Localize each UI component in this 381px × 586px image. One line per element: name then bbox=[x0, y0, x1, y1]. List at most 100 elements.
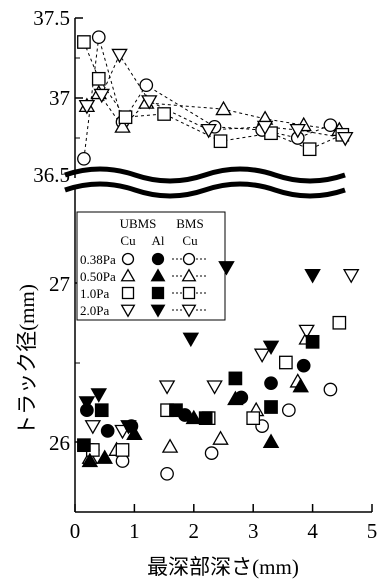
point-bms-cu-0-50pa-2 bbox=[114, 118, 131, 133]
point-ubms-al-2-0pa-0 bbox=[78, 396, 96, 411]
point-ubms-cu-0-50pa-2 bbox=[161, 438, 179, 453]
legend-marker-ubms-al-1 bbox=[150, 268, 166, 282]
legend-marker-ubms-al-0 bbox=[151, 252, 165, 266]
x-axis-title: 最深部深さ(mm) bbox=[147, 555, 299, 579]
legend-markers bbox=[120, 252, 206, 318]
point-bms-cu-2-0pa-7 bbox=[337, 132, 354, 147]
legend-row-label-3: 1.0Pa bbox=[80, 286, 109, 301]
point-ubms-al-0-38pa-1 bbox=[100, 424, 115, 438]
point-ubms-cu-2-0pa-2 bbox=[158, 380, 176, 395]
point-ubms-cu-0-38pa-3 bbox=[204, 446, 219, 460]
y-tick-label-37-5: 37.5 bbox=[33, 6, 70, 30]
x-ticks: 0 1 2 3 4 5 bbox=[70, 504, 378, 543]
point-ubms-al-1-0pa-2 bbox=[169, 403, 183, 418]
point-bms-cu-0-38pa-0 bbox=[77, 151, 91, 166]
point-bms-cu-0-50pa-4 bbox=[215, 100, 232, 116]
legend-marker-ubms-al-2 bbox=[151, 286, 165, 300]
point-ubms-al-1-0pa-4 bbox=[228, 371, 243, 386]
axis-break-wave-2 bbox=[64, 181, 346, 199]
x-tick-label-1: 1 bbox=[129, 519, 140, 543]
legend-marker-ubms-al-3 bbox=[150, 304, 166, 318]
point-ubms-cu-1-0pa-4 bbox=[246, 411, 261, 426]
point-ubms-al-2-0pa-3 bbox=[182, 332, 200, 348]
point-ubms-cu-0-38pa-2 bbox=[160, 466, 174, 481]
point-bms-cu-2-0pa-1 bbox=[93, 88, 110, 104]
point-bms-cu-2-0pa-5 bbox=[256, 120, 274, 136]
series-line-bms-cu-1-0pa bbox=[83, 41, 343, 150]
point-bms-cu-1-0pa-2 bbox=[118, 110, 133, 125]
y-tick-label-36-5: 36.5 bbox=[33, 163, 70, 187]
legend-marker-bms-cu-2 bbox=[182, 286, 196, 300]
point-bms-cu-0-38pa-1 bbox=[91, 30, 106, 45]
point-ubms-al-2-0pa-5 bbox=[262, 340, 280, 356]
point-bms-cu-1-0pa-4 bbox=[213, 134, 228, 149]
y-tick-label-37: 37 bbox=[49, 86, 70, 110]
legend-marker-bms-cu-1 bbox=[181, 268, 197, 282]
legend-marker-bms-cu-0 bbox=[182, 252, 196, 266]
point-ubms-al-0-38pa-5 bbox=[264, 376, 278, 391]
legend-marker-bms-cu-3 bbox=[181, 304, 197, 318]
point-ubms-al-0-50pa-2 bbox=[126, 425, 143, 441]
point-bms-cu-1-0pa-1 bbox=[91, 71, 106, 86]
point-ubms-al-1-0pa-6 bbox=[305, 334, 320, 349]
point-ubms-cu-2-0pa-0 bbox=[84, 420, 102, 435]
point-ubms-cu-2-0pa-3 bbox=[206, 380, 223, 395]
point-ubms-al-0-50pa-4 bbox=[227, 390, 244, 406]
legend-header-ubms: UBMS bbox=[120, 216, 157, 231]
point-ubms-cu-1-0pa-1 bbox=[115, 443, 130, 457]
x-tick-label-3: 3 bbox=[248, 519, 259, 543]
upper-y-ticks: 37.5 37 36.5 bbox=[33, 6, 83, 187]
point-ubms-cu-1-0pa-5 bbox=[279, 355, 293, 370]
point-ubms-al-0-50pa-5 bbox=[262, 433, 280, 448]
legend-row-label-1: 0.38Pa bbox=[80, 252, 116, 267]
y-tick-label-27: 27 bbox=[49, 272, 70, 296]
x-tick-label-5: 5 bbox=[367, 519, 378, 543]
point-ubms-al-0-50pa-3 bbox=[185, 409, 203, 425]
point-ubms-al-0-50pa-6 bbox=[292, 377, 309, 393]
point-bms-cu-0-38pa-7 bbox=[323, 118, 338, 133]
legend-sub-cu-2: Cu bbox=[182, 233, 198, 248]
point-ubms-al-1-0pa-3 bbox=[198, 411, 213, 426]
legend-sub-cu-1: Cu bbox=[120, 233, 136, 248]
point-ubms-cu-0-50pa-3 bbox=[212, 430, 229, 445]
point-ubms-al-2-0pa-6 bbox=[304, 269, 321, 284]
legend-header-bms: BMS bbox=[176, 216, 203, 231]
y-axis-title: トラック径(mm) bbox=[15, 284, 39, 436]
point-bms-cu-1-0pa-3 bbox=[157, 107, 171, 121]
legend-marker-ubms-cu-3 bbox=[120, 304, 136, 318]
point-bms-cu-0-38pa-3 bbox=[139, 78, 154, 93]
legend-row-label-4: 2.0Pa bbox=[80, 303, 109, 318]
point-bms-cu-1-0pa-0 bbox=[77, 35, 91, 49]
point-ubms-al-2-0pa-4 bbox=[218, 261, 235, 276]
point-ubms-al-1-0pa-0 bbox=[77, 438, 91, 453]
legend-sub-al: Al bbox=[152, 233, 165, 248]
point-ubms-cu-1-0pa-6 bbox=[332, 315, 347, 330]
point-ubms-al-2-0pa-2 bbox=[120, 420, 137, 435]
point-ubms-cu-0-38pa-6 bbox=[323, 382, 338, 397]
point-ubms-al-1-0pa-1 bbox=[94, 403, 109, 418]
series-line-bms-cu-2-0pa bbox=[86, 53, 346, 139]
point-ubms-al-2-0pa-1 bbox=[90, 388, 108, 403]
point-ubms-al-1-0pa-5 bbox=[264, 400, 278, 414]
point-ubms-cu-0-38pa-5 bbox=[281, 403, 296, 418]
legend-marker-ubms-cu-1 bbox=[120, 268, 136, 282]
x-tick-label-0: 0 bbox=[70, 519, 81, 543]
point-bms-cu-1-0pa-6 bbox=[302, 142, 317, 157]
point-ubms-cu-2-0pa-6 bbox=[342, 269, 360, 284]
point-bms-cu-2-0pa-2 bbox=[111, 48, 128, 64]
point-bms-cu-2-0pa-3 bbox=[140, 95, 158, 110]
x-tick-label-4: 4 bbox=[307, 519, 318, 543]
legend-marker-ubms-cu-2 bbox=[121, 286, 135, 300]
legend: UBMS BMS Cu Al Cu 0.38Pa 0.50Pa 1.0Pa 2.… bbox=[76, 211, 226, 321]
x-tick-label-2: 2 bbox=[189, 519, 200, 543]
point-ubms-al-0-50pa-0 bbox=[81, 452, 99, 468]
legend-row-label-2: 0.50Pa bbox=[80, 269, 116, 284]
point-bms-cu-2-0pa-6 bbox=[289, 124, 307, 139]
y-tick-label-26: 26 bbox=[49, 431, 70, 455]
point-ubms-al-0-50pa-1 bbox=[96, 449, 113, 464]
point-ubms-cu-2-0pa-4 bbox=[253, 348, 271, 363]
point-bms-cu-2-0pa-4 bbox=[200, 124, 217, 139]
point-bms-cu-2-0pa-0 bbox=[78, 100, 96, 115]
axis-break-wave-1 bbox=[64, 166, 346, 184]
